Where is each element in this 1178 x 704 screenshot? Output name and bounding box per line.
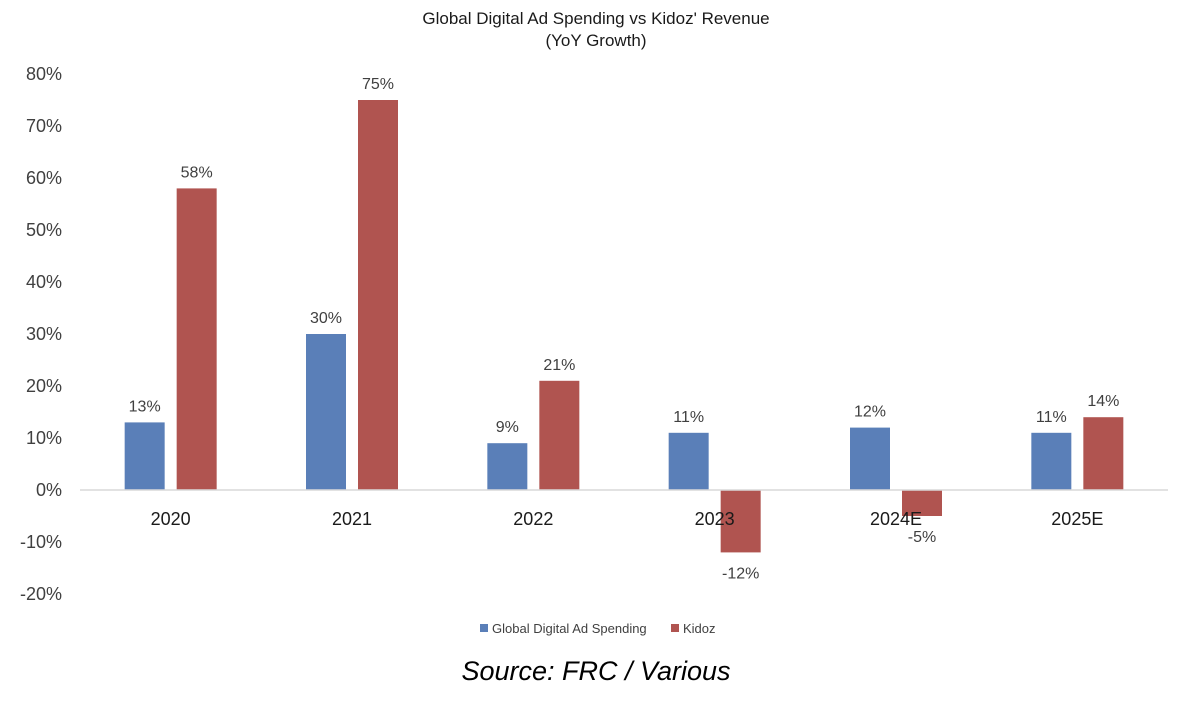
data-label: 9% [496, 419, 519, 436]
data-label: 30% [310, 310, 342, 327]
legend-label: Kidoz [683, 621, 716, 636]
bar-kidoz-2023 [720, 490, 761, 553]
bar-kidoz-2020 [176, 188, 217, 490]
bar-global-ad-spending-2021 [306, 334, 346, 490]
y-tick-label: 40% [26, 272, 62, 292]
data-label: -12% [722, 565, 759, 582]
x-tick-label: 2024E [870, 509, 922, 529]
data-label: -5% [908, 529, 936, 546]
x-tick-label: 2025E [1051, 509, 1103, 529]
y-tick-label: 10% [26, 428, 62, 448]
bar-kidoz-2021 [358, 100, 398, 490]
x-tick-label: 2020 [151, 509, 191, 529]
plot-area: 13% 58% 30% 75% 9% 21% 11% -12% 12% -5% 11% 14% [124, 76, 1124, 582]
x-axis: 2020 2021 2022 2023 2024E 2025E [151, 509, 1104, 529]
y-axis: 80% 70% 60% 50% 40% 30% 20% 10% 0% -10% -20% [20, 64, 62, 604]
x-tick-label: 2023 [695, 509, 735, 529]
data-label: 12% [854, 404, 886, 421]
bar-global-ad-spending-2025e [1031, 432, 1072, 490]
bar-global-ad-spending-2022 [487, 443, 528, 490]
legend-swatch [480, 624, 488, 632]
chart-title: Global Digital Ad Spending vs Kidoz' Rev… [422, 9, 769, 28]
y-tick-label: 70% [26, 116, 62, 136]
y-tick-label: -20% [20, 584, 62, 604]
data-label: 58% [181, 164, 213, 181]
chart-subtitle: (YoY Growth) [545, 31, 646, 50]
data-label: 11% [673, 409, 704, 426]
legend-label: Global Digital Ad Spending [492, 621, 647, 636]
source-note: Source: FRC / Various [461, 656, 730, 686]
x-tick-label: 2021 [332, 509, 372, 529]
bar-kidoz-2022 [539, 380, 580, 490]
legend: Global Digital Ad Spending Kidoz [480, 621, 716, 636]
bar-global-ad-spending-2020 [124, 422, 165, 490]
bar-kidoz-2024e [902, 490, 942, 516]
y-tick-label: 0% [36, 480, 62, 500]
y-tick-label: 50% [26, 220, 62, 240]
data-label: 14% [1087, 393, 1119, 410]
data-label: 75% [362, 76, 394, 93]
y-tick-label: 80% [26, 64, 62, 84]
bar-kidoz-2025e [1083, 417, 1124, 490]
data-label: 21% [543, 357, 575, 374]
data-label: 11% [1036, 409, 1067, 426]
y-tick-label: 20% [26, 376, 62, 396]
legend-swatch [671, 624, 679, 632]
y-tick-label: 30% [26, 324, 62, 344]
y-tick-label: -10% [20, 532, 62, 552]
bar-global-ad-spending-2024e [850, 427, 890, 490]
bar-global-ad-spending-2023 [668, 432, 709, 490]
x-tick-label: 2022 [513, 509, 553, 529]
data-label: 13% [129, 398, 161, 415]
y-tick-label: 60% [26, 168, 62, 188]
